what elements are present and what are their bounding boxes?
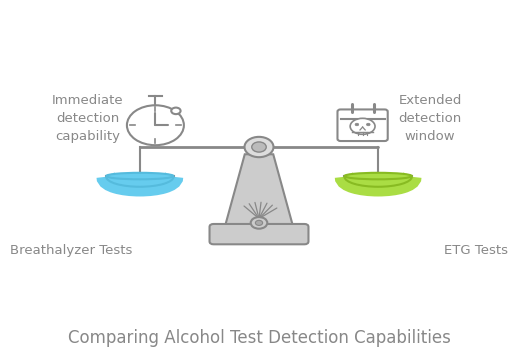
Circle shape [127, 105, 184, 145]
Ellipse shape [350, 118, 375, 134]
FancyBboxPatch shape [338, 110, 387, 141]
FancyBboxPatch shape [209, 224, 308, 244]
Ellipse shape [367, 123, 370, 126]
Circle shape [171, 107, 181, 114]
Circle shape [244, 137, 274, 157]
Text: Immediate
detection
capability: Immediate detection capability [52, 94, 124, 143]
Text: ETG Tests: ETG Tests [443, 244, 508, 257]
Ellipse shape [106, 173, 174, 179]
Text: Comparing Alcohol Test Detection Capabilities: Comparing Alcohol Test Detection Capabil… [67, 329, 451, 347]
Circle shape [251, 217, 267, 229]
Circle shape [252, 142, 266, 152]
Circle shape [255, 220, 263, 225]
Polygon shape [225, 154, 293, 225]
Text: Extended
detection
window: Extended detection window [398, 94, 462, 143]
Ellipse shape [344, 173, 412, 179]
Text: Breathalyzer Tests: Breathalyzer Tests [10, 244, 133, 257]
Ellipse shape [355, 123, 358, 126]
